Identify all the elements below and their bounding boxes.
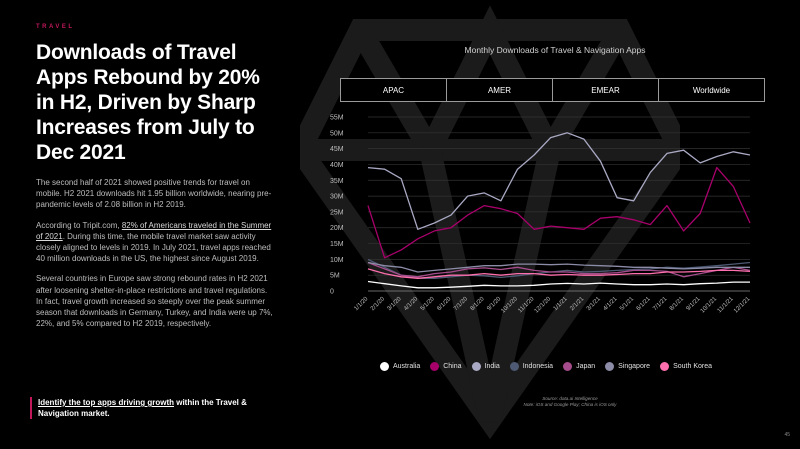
legend-swatch xyxy=(660,362,670,371)
series-line-india xyxy=(367,132,751,230)
note-line: Note: iOS and Google Play; China is iOS … xyxy=(523,402,617,407)
chart-legend: Australia China India Indonesia Japan Singapo… xyxy=(380,362,722,371)
x-tick-label: 10/1/21 xyxy=(700,296,719,315)
paragraph-2-lead: According to Tripit.com, xyxy=(36,220,122,230)
x-tick-label: 3/1/20 xyxy=(387,296,404,313)
x-tick-label: 1/1/20 xyxy=(353,296,370,313)
tab-emear[interactable]: EMEAR xyxy=(552,78,659,102)
legend-item: Indonesia xyxy=(509,362,554,371)
tab-worldwide[interactable]: Worldwide xyxy=(658,78,765,102)
paragraph-3: Several countries in Europe saw strong r… xyxy=(36,274,273,329)
x-tick-label: 6/1/20 xyxy=(436,296,453,313)
y-tick-label: 5M xyxy=(330,273,340,280)
tripit-stat-link[interactable]: 82% of Americans traveled in the Summer … xyxy=(36,220,272,241)
section-eyebrow: TRAVEL xyxy=(36,24,75,30)
legend-label: Singapore xyxy=(618,363,651,370)
y-tick-label: 55M xyxy=(330,115,344,122)
series-line-south-korea xyxy=(367,268,751,279)
paragraph-2-rest: . During this time, the mobile travel ma… xyxy=(36,231,271,264)
legend-item: Japan xyxy=(563,362,595,371)
x-tick-label: 2/1/21 xyxy=(569,296,586,313)
x-tick-label: 7/1/20 xyxy=(453,296,470,313)
x-tick-label: 3/1/21 xyxy=(586,296,603,313)
x-tick-label: 11/1/20 xyxy=(517,296,536,315)
paragraph-1: The second half of 2021 showed positive … xyxy=(36,178,272,210)
tab-apac[interactable]: APAC xyxy=(340,78,447,102)
y-tick-label: 20M xyxy=(330,225,344,232)
paragraph-2: According to Tripit.com, 82% of American… xyxy=(36,220,274,265)
series-line-japan xyxy=(367,261,751,278)
legend-item: Australia xyxy=(380,362,420,371)
y-tick-label: 25M xyxy=(330,209,344,216)
legend-label: Australia xyxy=(393,363,421,370)
region-tabs: APAC AMER EMEAR Worldwide xyxy=(340,78,765,102)
series-line-indonesia xyxy=(367,258,751,279)
legend-swatch xyxy=(471,362,481,371)
x-tick-label: 7/1/21 xyxy=(652,296,669,313)
cta-link[interactable]: Identify the top apps driving growth xyxy=(38,398,174,407)
legend-swatch xyxy=(509,362,519,371)
legend-label: Japan xyxy=(576,363,596,370)
legend-label: China xyxy=(443,363,462,370)
y-tick-label: 35M xyxy=(330,178,344,185)
x-tick-label: 1/1/21 xyxy=(553,296,570,313)
x-tick-label: 5/1/21 xyxy=(619,296,636,313)
y-tick-label: 50M xyxy=(330,130,344,137)
series-line-singapore xyxy=(367,261,750,273)
x-tick-label: 2/1/20 xyxy=(370,296,387,313)
legend-swatch xyxy=(605,362,615,371)
series-line-china xyxy=(367,166,751,259)
page-number: 45 xyxy=(784,432,790,438)
legend-swatch xyxy=(563,362,573,371)
x-tick-label: 8/1/21 xyxy=(669,296,686,313)
series-line-australia xyxy=(367,280,750,289)
left-text-panel: TRAVEL Downloads of Travel Apps Rebound … xyxy=(36,24,274,338)
legend-swatch xyxy=(430,362,440,371)
x-tick-label: 4/1/21 xyxy=(603,296,620,313)
tab-amer[interactable]: AMER xyxy=(446,78,553,102)
legend-item: Singapore xyxy=(605,362,650,371)
x-tick-label: 8/1/20 xyxy=(470,296,487,313)
legend-item: South Korea xyxy=(660,362,712,371)
legend-label: South Korea xyxy=(673,363,712,370)
source-note: Source: data.ai Intelligence Note: iOS a… xyxy=(470,396,670,408)
x-tick-label: 12/1/20 xyxy=(534,296,553,315)
y-tick-label: 30M xyxy=(330,194,344,201)
legend-label: India xyxy=(484,363,500,370)
x-tick-label: 12/1/21 xyxy=(733,296,752,315)
page-title: Downloads of Travel Apps Rebound by 20% … xyxy=(36,41,260,164)
legend-swatch xyxy=(380,362,389,371)
cta-rest: within the Travel & Navigation market. xyxy=(38,398,247,418)
y-tick-label: 40M xyxy=(330,162,344,169)
x-tick-label: 6/1/21 xyxy=(636,296,653,313)
legend-item: China xyxy=(430,362,462,371)
cta-callout: Identify the top apps driving growth wit… xyxy=(30,397,278,419)
legend-label: Indonesia xyxy=(522,363,554,370)
x-tick-label: 4/1/20 xyxy=(403,296,420,313)
x-tick-label: 11/1/21 xyxy=(717,296,736,315)
x-tick-label: 5/1/20 xyxy=(420,296,437,313)
y-tick-label: 45M xyxy=(330,146,344,153)
y-tick-label: 10M xyxy=(330,257,344,264)
legend-item: India xyxy=(471,362,500,371)
y-tick-label: 0 xyxy=(330,289,334,296)
y-tick-label: 15M xyxy=(330,241,344,248)
x-tick-label: 10/1/20 xyxy=(500,296,519,315)
source-line: Source: data.ai Intelligence xyxy=(542,396,598,401)
background-logo-watermark xyxy=(300,5,680,440)
chart-title: Monthly Downloads of Travel & Navigation… xyxy=(464,45,646,55)
